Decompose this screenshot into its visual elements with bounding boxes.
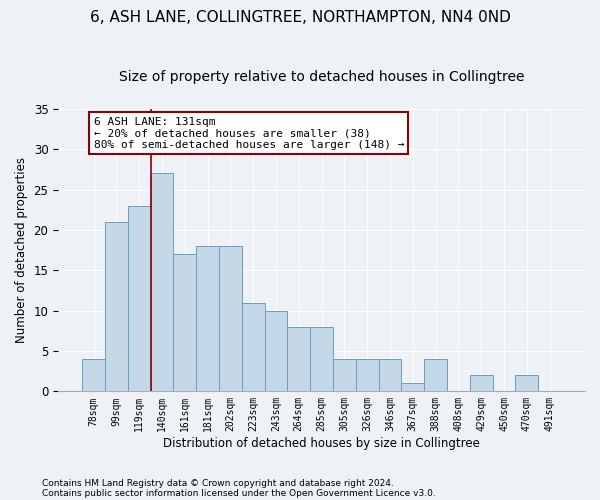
Text: 6, ASH LANE, COLLINGTREE, NORTHAMPTON, NN4 0ND: 6, ASH LANE, COLLINGTREE, NORTHAMPTON, N… <box>89 10 511 25</box>
Bar <box>105 222 128 392</box>
Bar <box>356 359 379 392</box>
Bar <box>82 359 105 392</box>
Title: Size of property relative to detached houses in Collingtree: Size of property relative to detached ho… <box>119 70 524 84</box>
Text: 6 ASH LANE: 131sqm
← 20% of detached houses are smaller (38)
80% of semi-detache: 6 ASH LANE: 131sqm ← 20% of detached hou… <box>94 117 404 150</box>
Bar <box>470 375 493 392</box>
Bar <box>128 206 151 392</box>
Bar <box>424 359 447 392</box>
Text: Contains public sector information licensed under the Open Government Licence v3: Contains public sector information licen… <box>42 488 436 498</box>
Text: Contains HM Land Registry data © Crown copyright and database right 2024.: Contains HM Land Registry data © Crown c… <box>42 478 394 488</box>
Bar <box>310 326 333 392</box>
Y-axis label: Number of detached properties: Number of detached properties <box>15 157 28 343</box>
Bar <box>242 302 265 392</box>
Bar <box>196 246 219 392</box>
X-axis label: Distribution of detached houses by size in Collingtree: Distribution of detached houses by size … <box>163 437 480 450</box>
Bar <box>219 246 242 392</box>
Bar <box>401 384 424 392</box>
Bar <box>173 254 196 392</box>
Bar <box>287 326 310 392</box>
Bar <box>265 310 287 392</box>
Bar <box>379 359 401 392</box>
Bar <box>151 174 173 392</box>
Bar <box>333 359 356 392</box>
Bar <box>515 375 538 392</box>
